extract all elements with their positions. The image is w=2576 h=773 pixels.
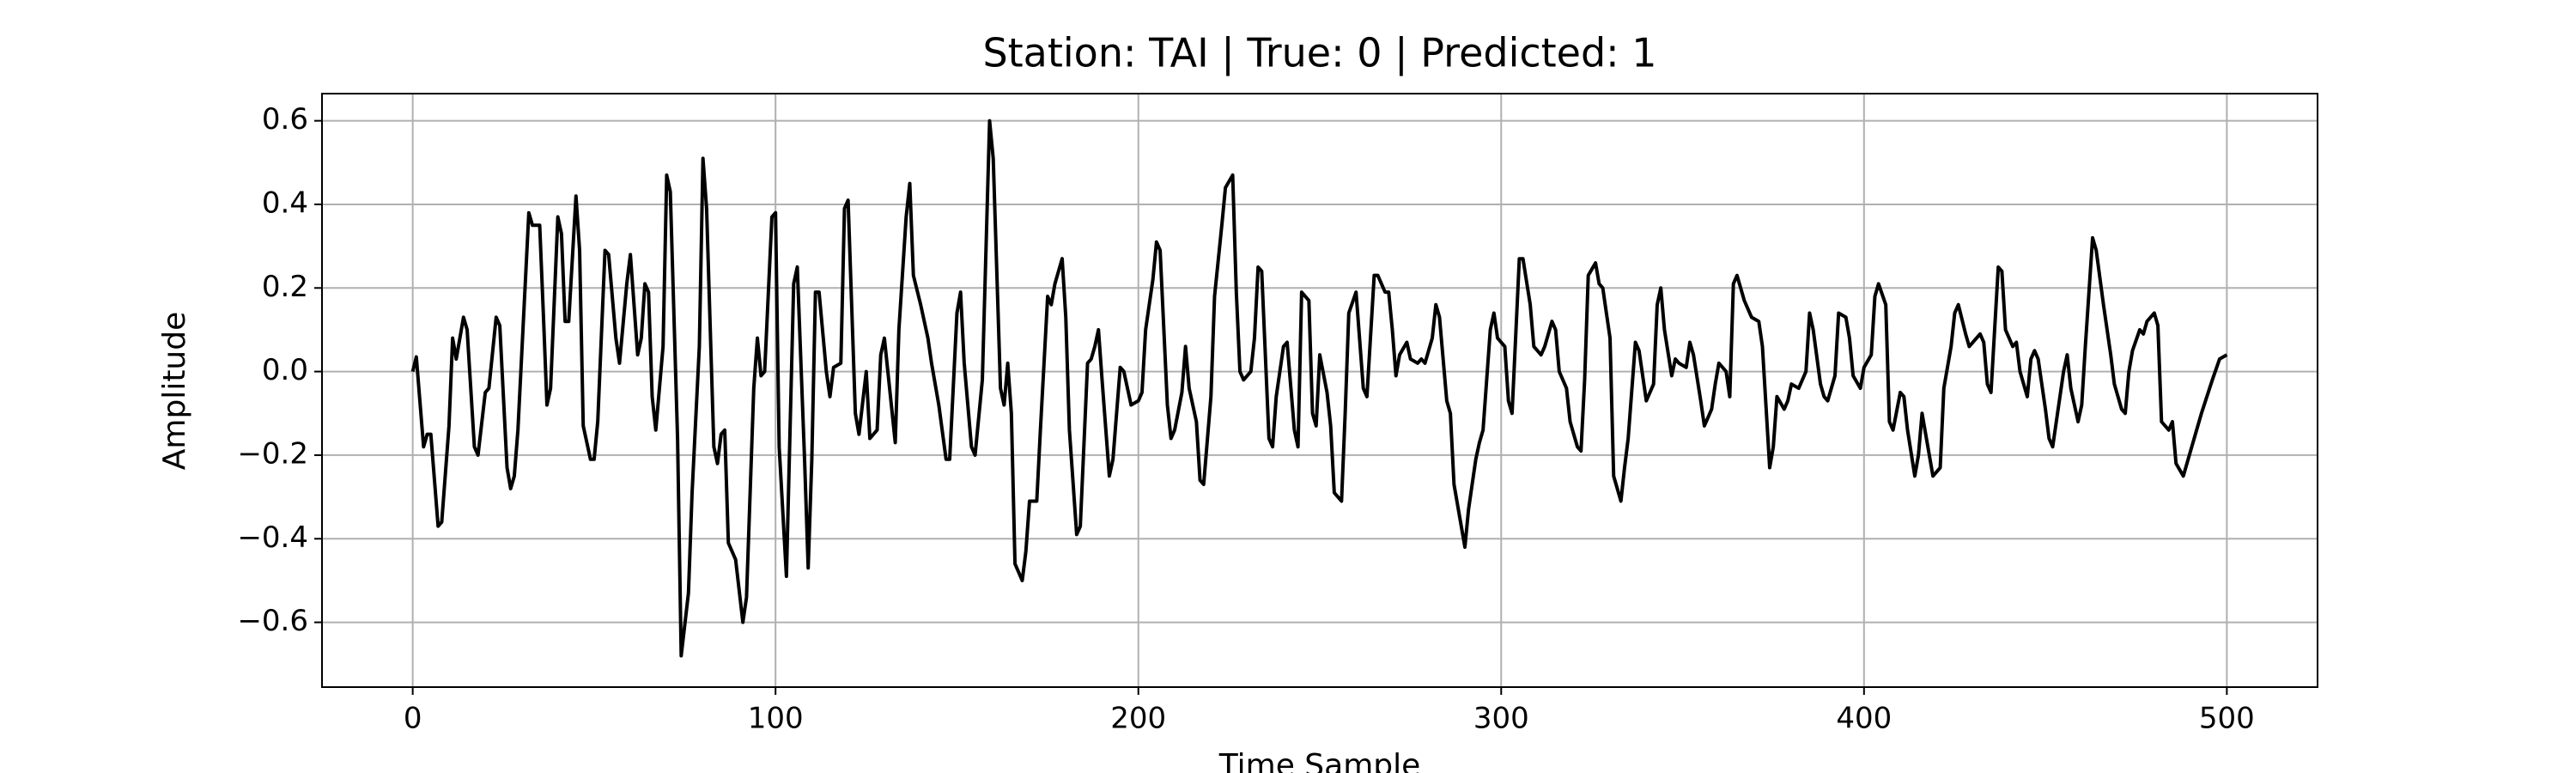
x-tick-label: 100 [748,702,804,736]
x-axis-label: Time Sample [1218,748,1421,773]
y-tick-label: 0.0 [262,353,308,387]
x-tick-label: 0 [404,702,422,736]
y-tick-label: 0.4 [262,186,308,220]
y-tick-label: −0.2 [237,436,308,471]
plot-frame [321,93,2318,688]
x-tick-label: 400 [1836,702,1892,736]
x-tick-label: 200 [1110,702,1166,736]
y-axis-label: Amplitude [157,312,192,470]
y-tick-label: 0.6 [262,102,308,137]
x-tick-label: 300 [1473,702,1529,736]
y-tick-label: −0.6 [237,604,308,638]
y-tick-label: −0.4 [237,520,308,555]
x-tick-label: 500 [2199,702,2255,736]
signal-line [410,119,2228,658]
y-tick-label: 0.2 [262,270,308,304]
chart-title: Station: TAI | True: 0 | Predicted: 1 [982,30,1656,77]
